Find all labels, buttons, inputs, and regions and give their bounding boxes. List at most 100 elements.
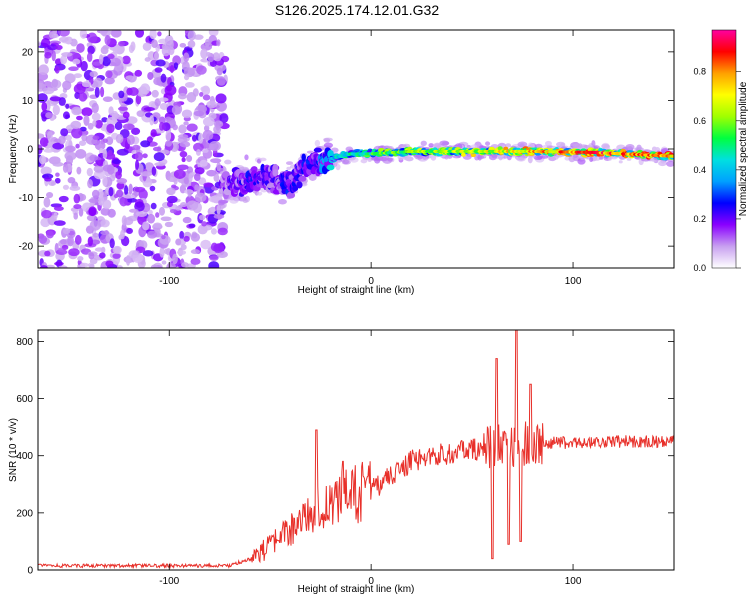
heatmap-cell [238, 166, 249, 171]
snr-panel: -100 0 100 0 200 400 600 800 Height of straight… [8, 329, 675, 595]
heatmap-cell [46, 230, 54, 239]
heatmap-cell [272, 169, 279, 177]
heatmap-cell [166, 195, 178, 204]
heatmap-cell [102, 199, 112, 210]
heatmap-cell [177, 134, 189, 139]
heatmap-cell [128, 250, 139, 259]
heatmap-cell [568, 155, 576, 163]
heatmap-cell [55, 172, 60, 177]
heatmap-cell [323, 142, 334, 148]
heatmap-cell [58, 195, 69, 203]
heatmap-cell [181, 157, 186, 163]
heatmap-cell [91, 189, 100, 199]
heatmap-cell [187, 40, 196, 48]
heatmap-cell [153, 51, 160, 61]
heatmap-cell [190, 232, 201, 242]
heatmap-cell [477, 154, 482, 161]
heatmap-cell [54, 65, 60, 74]
heatmap-cell [216, 76, 226, 86]
heatmap-cell [374, 156, 381, 164]
heatmap-cell [73, 193, 81, 204]
heatmap-cell [105, 70, 113, 79]
heatmap-cell [38, 235, 48, 244]
heatmap-cell [55, 45, 63, 50]
heatmap-cell [118, 40, 126, 47]
heatmap-cell [202, 116, 215, 127]
heatmap-cell [74, 234, 82, 245]
heatmap-cell [112, 44, 118, 55]
heatmap-cell [186, 123, 198, 132]
heatmap-cell [107, 164, 115, 175]
snr-x-tick-label: -100 [159, 576, 179, 587]
heatmap-cell [42, 87, 55, 95]
heatmap-cell [470, 152, 476, 158]
heatmap-cell [54, 177, 61, 184]
heatmap-cell [183, 177, 189, 185]
heatmap-cell [70, 120, 82, 130]
heatmap-cell [452, 154, 461, 159]
spectrogram-x-tick-label: -100 [159, 276, 179, 287]
snr-ylabel: SNR (10 * v/v) [8, 418, 19, 482]
heatmap-cell [148, 209, 153, 215]
heatmap-cell [126, 134, 135, 145]
heatmap-cell [107, 53, 115, 60]
heatmap-cell [116, 182, 125, 190]
heatmap-cell [286, 161, 294, 166]
heatmap-cell [209, 206, 216, 213]
heatmap-cell [196, 65, 207, 75]
heatmap-cell [135, 159, 140, 171]
heatmap-cell [159, 102, 169, 111]
heatmap-cell [91, 112, 101, 121]
heatmap-cell [201, 148, 209, 153]
heatmap-cell [164, 116, 172, 122]
heatmap-cell [41, 209, 53, 219]
heatmap-cell [166, 262, 177, 268]
heatmap-cell [178, 93, 187, 100]
heatmap-cell [187, 30, 196, 41]
heatmap-cell [202, 94, 211, 101]
heatmap-cell [179, 230, 185, 240]
heatmap-cell [216, 101, 227, 112]
heatmap-cell [112, 253, 121, 259]
heatmap-cell [62, 184, 70, 190]
heatmap-cell [62, 163, 69, 173]
heatmap-cell [204, 38, 210, 48]
heatmap-cell [200, 86, 210, 92]
heatmap-cell [213, 120, 224, 128]
heatmap-cell [143, 106, 155, 112]
heatmap-cell [149, 185, 156, 192]
heatmap-cell [161, 235, 166, 240]
heatmap-cell [208, 261, 220, 268]
heatmap-cell [198, 177, 207, 186]
heatmap-cell [110, 30, 122, 38]
heatmap-cell [326, 164, 335, 171]
heatmap-cell [101, 117, 108, 123]
heatmap-cell [83, 115, 90, 126]
heatmap-cell [151, 89, 159, 98]
heatmap-cell [104, 77, 115, 85]
heatmap-cell [89, 154, 98, 162]
heatmap-cell [122, 123, 135, 131]
heatmap-cell [517, 141, 528, 148]
heatmap-cell [158, 206, 166, 216]
heatmap-cell [86, 52, 93, 63]
heatmap-cell [92, 120, 97, 127]
heatmap-cell [150, 129, 157, 138]
heatmap-cell [666, 160, 674, 167]
spectrogram-ylabel: Frequency (Hz) [8, 115, 19, 184]
heatmap-cell [73, 212, 79, 220]
heatmap-cell [313, 147, 322, 153]
heatmap-cell [198, 133, 204, 144]
heatmap-cell [181, 109, 193, 119]
heatmap-cell [186, 200, 199, 211]
heatmap-cell [87, 179, 93, 189]
heatmap-cell [154, 162, 166, 167]
heatmap-cell [323, 138, 331, 143]
heatmap-cell [92, 232, 99, 238]
heatmap-cell [44, 51, 52, 59]
snr-y-tick-label: 800 [16, 337, 33, 348]
heatmap-cell [169, 209, 177, 214]
heatmap-cell [115, 171, 122, 180]
heatmap-cell [75, 149, 87, 159]
heatmap-cell [115, 133, 124, 144]
